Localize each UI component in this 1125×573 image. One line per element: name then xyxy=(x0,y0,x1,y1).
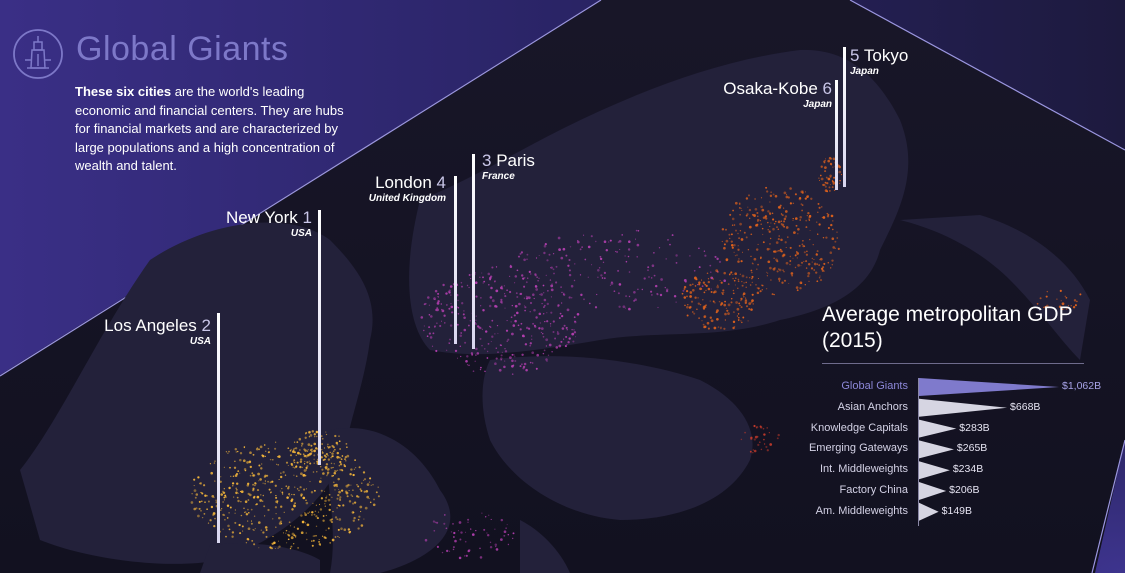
city-country: Japan xyxy=(850,66,879,77)
gdp-category-label: Factory China xyxy=(839,484,908,496)
gdp-category-label: Global Giants xyxy=(841,380,908,392)
gdp-category-label: Am. Middleweights xyxy=(815,504,908,517)
pole-paris xyxy=(472,154,475,349)
landmasses xyxy=(20,49,1090,573)
city-rank: 1 xyxy=(302,208,312,227)
gdp-value-label: $1,062B xyxy=(1062,380,1102,392)
city-rank: 2 xyxy=(201,316,211,335)
city-name: Los Angeles xyxy=(104,316,197,335)
city-label-london: London 4 United Kingdom xyxy=(369,173,446,204)
pole-osaka-kobe xyxy=(835,80,838,190)
gdp-category-label: Asian Anchors xyxy=(837,400,908,413)
page-title: Global Giants xyxy=(76,30,289,68)
city-rank: 6 xyxy=(822,79,832,98)
intro-text: These six cities are the world's leading… xyxy=(75,83,345,176)
gdp-value-label: $668B xyxy=(1010,400,1041,413)
city-label-osaka-kobe: Osaka-Kobe 6 Japan xyxy=(723,79,832,110)
pole-london xyxy=(454,176,457,344)
city-name: Tokyo xyxy=(863,46,909,65)
gdp-value-label: $283B xyxy=(959,421,990,434)
gdp-category-label: Int. Middleweights xyxy=(819,463,908,476)
gdp-value-label: $149B xyxy=(941,504,973,517)
pole-tokyo xyxy=(843,47,846,187)
city-country: France xyxy=(482,171,515,182)
city-label-new-york: New York 1 USA xyxy=(226,208,312,239)
gdp-value-label: $234B xyxy=(952,463,984,476)
chart-title: Average metropolitan GDP (2015) xyxy=(822,303,1073,352)
city-country: Japan xyxy=(803,99,832,110)
city-rank: 4 xyxy=(436,173,446,192)
gdp-category-label: Emerging Gateways xyxy=(808,442,908,455)
pole-new-york xyxy=(318,210,321,465)
intro-bold: These six cities xyxy=(75,84,172,99)
gdp-value-label: $265B xyxy=(956,442,988,455)
city-rank: 5 xyxy=(850,46,860,65)
chart-axis xyxy=(918,378,919,526)
city-country: USA xyxy=(290,228,312,239)
city-country: USA xyxy=(189,336,211,347)
city-label-tokyo: 5 Tokyo Japan xyxy=(850,46,908,77)
chart-divider xyxy=(822,363,1084,364)
city-rank: 3 xyxy=(482,151,492,170)
tower-logo-icon xyxy=(13,29,63,79)
city-label-los-angeles: Los Angeles 2 USA xyxy=(104,316,211,347)
gdp-category-label: Knowledge Capitals xyxy=(810,421,908,434)
intro-rest: are the world's leading economic and fin… xyxy=(75,84,344,173)
city-name: Osaka-Kobe xyxy=(723,79,818,98)
city-country: United Kingdom xyxy=(368,193,446,204)
pole-los-angeles xyxy=(217,313,220,543)
city-label-paris: 3 Paris France xyxy=(482,151,535,182)
city-name: London xyxy=(375,173,432,192)
city-name: Paris xyxy=(496,151,535,170)
city-name: New York xyxy=(225,208,298,227)
gdp-value-label: $206B xyxy=(949,484,980,496)
